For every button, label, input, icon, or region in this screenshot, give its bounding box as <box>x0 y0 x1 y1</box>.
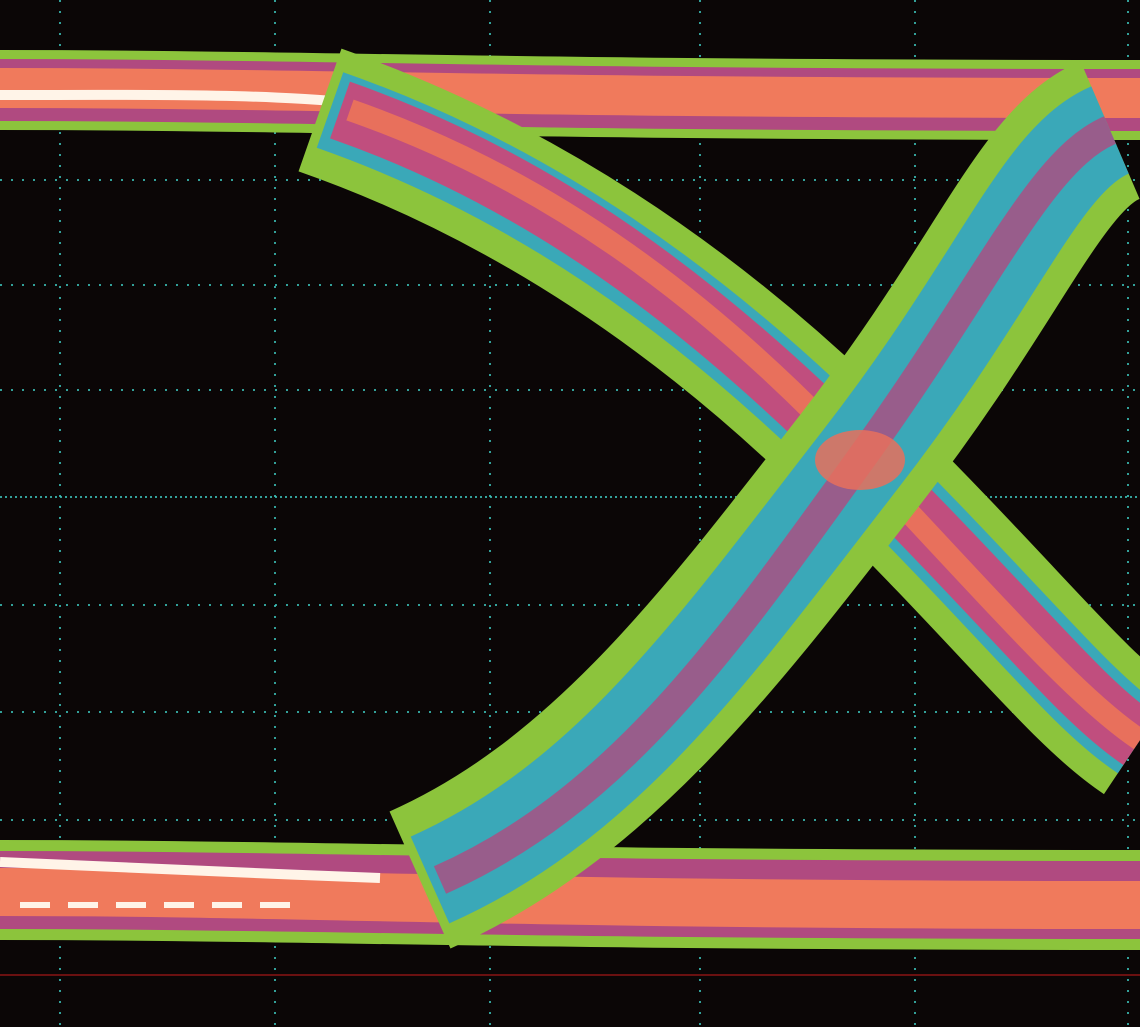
top-rail <box>0 50 1140 140</box>
trace-band <box>0 857 381 883</box>
crossing-point <box>815 430 905 490</box>
